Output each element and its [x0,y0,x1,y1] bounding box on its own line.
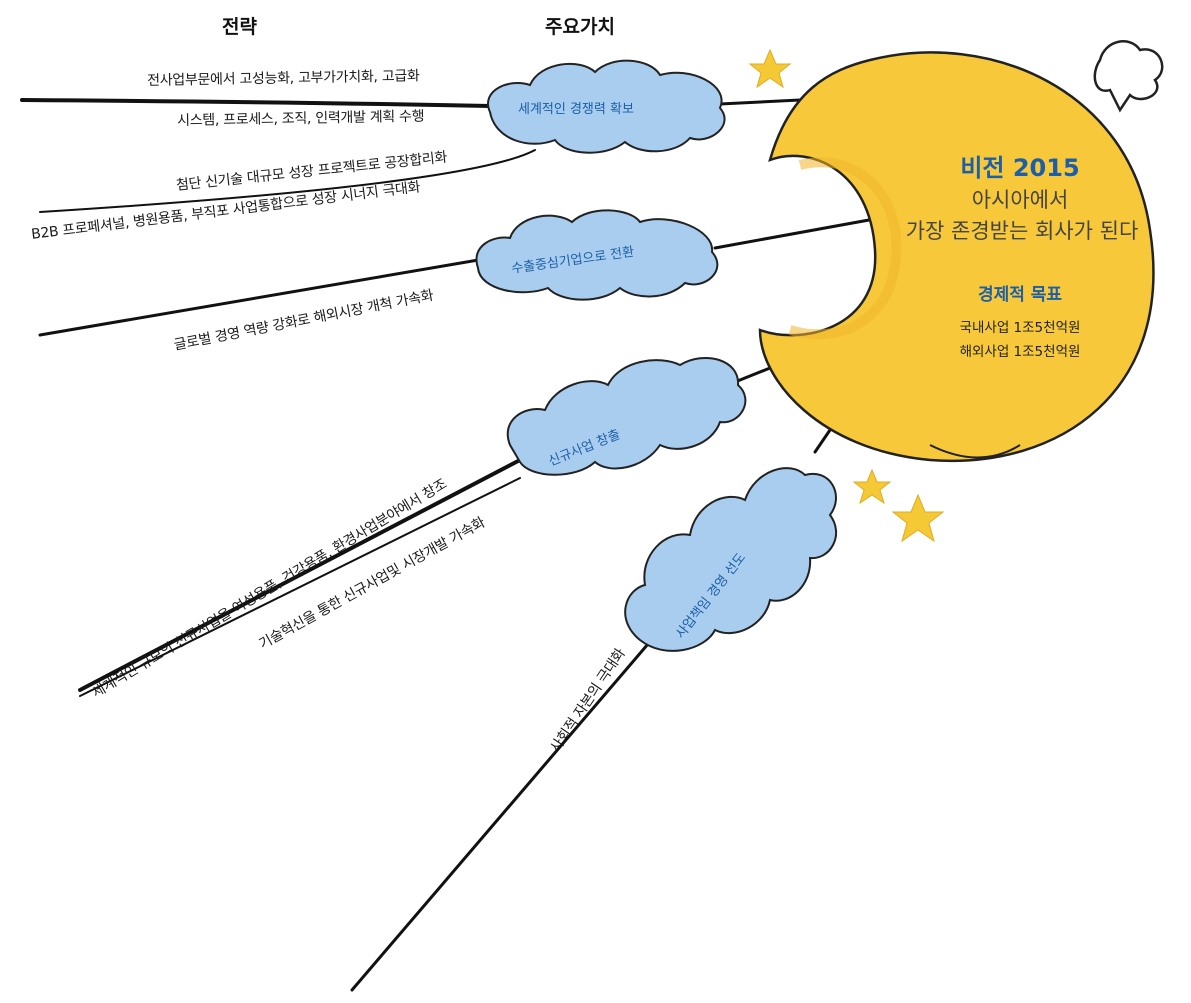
antenna-line-4 [78,458,522,692]
cloud-3 [506,356,747,476]
core-values-header: 주요가치 [545,16,615,38]
economic-goal-item-1: 국내사업 1조5천억원 [959,320,1081,336]
antenna-line-3b [713,216,882,250]
antenna-line-4c [733,366,772,384]
star-icons [748,48,945,543]
vision-line-2: 가장 존경받는 회사가 된다 [905,219,1139,243]
antenna-line-5b [813,428,832,454]
antenna-line-1 [20,98,492,108]
cloud-1 [487,59,726,154]
vision-title: 비전 2015 [960,154,1080,182]
economic-goal-item-2: 해외사업 1조5천억원 [959,344,1081,360]
antenna-line-5 [350,628,662,992]
vision-line-1: 아시아에서 [971,188,1069,212]
antenna-line-1b [718,98,802,106]
cloud-2 [475,209,719,301]
cloud-4 [624,467,837,652]
antenna-line-2 [39,149,536,213]
puff-icon [1093,40,1164,113]
economic-goal-title: 경제적 목표 [977,285,1063,305]
moon-satellite [758,51,1155,463]
strategy-header: 전략 [222,16,257,38]
antenna-line-4b [79,477,521,697]
antenna-line-3 [38,256,492,337]
core-value-1: 세계적인 경쟁력 확보 [518,102,634,117]
